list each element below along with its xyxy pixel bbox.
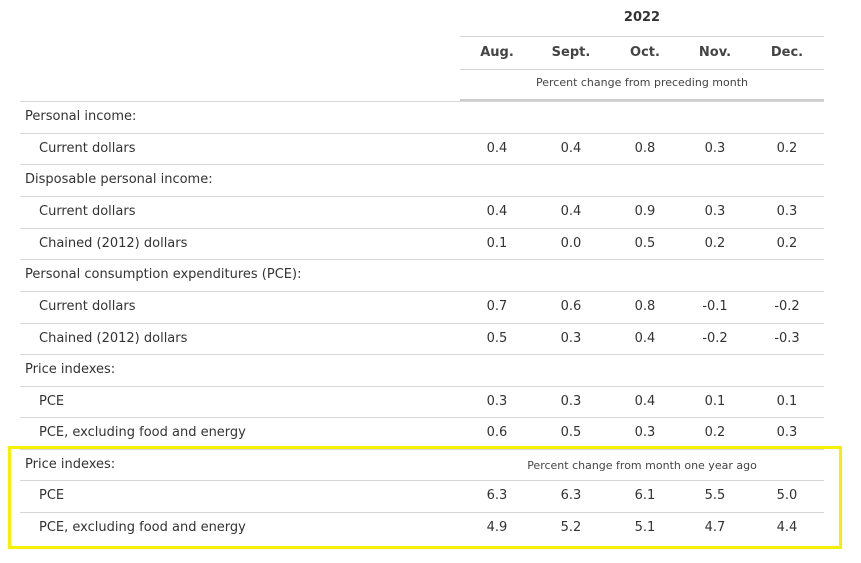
- table-cell: 0.2: [776, 236, 798, 251]
- section-row: Disposable personal income:: [20, 164, 824, 196]
- row-label: PCE: [39, 394, 65, 409]
- section-row: Price indexes: Percent change from month …: [20, 449, 824, 481]
- section-label: Price indexes:: [25, 457, 116, 472]
- table-cell: 5.5: [704, 488, 726, 503]
- table-cell: 0.4: [634, 394, 656, 409]
- table-cell: 0.1: [704, 394, 726, 409]
- month-header-row: Aug. Sept. Oct. Nov. Dec.: [460, 36, 824, 70]
- table-row: Current dollars 0.4 0.4 0.9 0.3 0.3: [20, 196, 824, 228]
- table-cell: 0.0: [560, 236, 582, 251]
- subheader-note: Percent change from preceding month: [536, 76, 748, 89]
- table-cell: 0.3: [776, 204, 798, 219]
- table-cell: 0.1: [486, 236, 508, 251]
- table-cell: -0.2: [702, 331, 728, 346]
- table-row: PCE, excluding food and energy 0.6 0.5 0.3 0…: [20, 417, 824, 449]
- table-cell: 5.0: [776, 488, 798, 503]
- table-cell: 0.6: [486, 425, 508, 440]
- month-header: Nov.: [698, 45, 732, 60]
- table-row: PCE, excluding food and energy 4.9 5.2 5.1 4…: [20, 512, 824, 544]
- table-cell: 0.5: [634, 236, 656, 251]
- table-cell: 6.3: [560, 488, 582, 503]
- table-cell: 0.2: [776, 141, 798, 156]
- month-header: Oct.: [630, 45, 660, 60]
- table-cell: 0.3: [560, 331, 582, 346]
- month-header: Sept.: [551, 45, 591, 60]
- table-cell: 0.4: [560, 141, 582, 156]
- table-cell: 0.2: [704, 236, 726, 251]
- table-cell: 0.4: [486, 141, 508, 156]
- table-cell: 0.3: [486, 394, 508, 409]
- row-label: Chained (2012) dollars: [39, 331, 188, 346]
- table-cell: -0.1: [702, 299, 728, 314]
- table-cell: 0.3: [704, 204, 726, 219]
- month-header: Aug.: [480, 45, 514, 60]
- section-row: Personal consumption expenditures (PCE):: [20, 259, 824, 291]
- table-cell: 4.4: [776, 520, 798, 535]
- table-row: Chained (2012) dollars 0.1 0.0 0.5 0.2 0.2: [20, 228, 824, 260]
- row-label: PCE, excluding food and energy: [39, 520, 246, 535]
- section-label: Personal income:: [25, 109, 137, 124]
- table-cell: 0.4: [486, 204, 508, 219]
- table-cell: 5.2: [560, 520, 582, 535]
- table-cell: 0.3: [560, 394, 582, 409]
- table-cell: 0.4: [634, 331, 656, 346]
- section-note: Percent change from month one year ago: [527, 459, 757, 472]
- row-label: Chained (2012) dollars: [39, 236, 188, 251]
- table-row: Current dollars 0.4 0.4 0.8 0.3 0.2: [20, 133, 824, 165]
- section-row: Price indexes:: [20, 354, 824, 386]
- table-row: Chained (2012) dollars 0.5 0.3 0.4 -0.2 -0.3: [20, 323, 824, 355]
- table-cell: 6.3: [486, 488, 508, 503]
- table-cell: -0.2: [774, 299, 800, 314]
- row-label: Current dollars: [39, 299, 136, 314]
- table-cell: 0.8: [634, 141, 656, 156]
- table-cell: 0.8: [634, 299, 656, 314]
- year-header: 2022: [623, 10, 661, 25]
- table-cell: 0.3: [704, 141, 726, 156]
- table-cell: 0.4: [560, 204, 582, 219]
- table-cell: 0.6: [560, 299, 582, 314]
- table-cell: -0.3: [774, 331, 800, 346]
- table-cell: 4.9: [486, 520, 508, 535]
- table-cell: 6.1: [634, 488, 656, 503]
- row-label: PCE: [39, 488, 65, 503]
- section-label: Disposable personal income:: [25, 172, 213, 187]
- row-label: PCE, excluding food and energy: [39, 425, 246, 440]
- table-cell: 0.3: [776, 425, 798, 440]
- highlight-box: [8, 446, 842, 549]
- section-label: Personal consumption expenditures (PCE):: [25, 267, 302, 282]
- header-divider: [460, 99, 824, 102]
- row-label: Current dollars: [39, 141, 136, 156]
- table-cell: 4.7: [704, 520, 726, 535]
- month-header: Dec.: [770, 45, 804, 60]
- section-row: Personal income:: [20, 101, 824, 133]
- section-label: Price indexes:: [25, 362, 116, 377]
- table-cell: 0.7: [486, 299, 508, 314]
- table-cell: 0.9: [634, 204, 656, 219]
- table-cell: 0.3: [634, 425, 656, 440]
- row-label: Current dollars: [39, 204, 136, 219]
- table-row: Current dollars 0.7 0.6 0.8 -0.1 -0.2: [20, 291, 824, 323]
- table-row: PCE 6.3 6.3 6.1 5.5 5.0: [20, 480, 824, 512]
- table-cell: 0.1: [776, 394, 798, 409]
- table-cell: 0.5: [486, 331, 508, 346]
- table-row: PCE 0.3 0.3 0.4 0.1 0.1: [20, 386, 824, 418]
- table-cell: 0.2: [704, 425, 726, 440]
- table-cell: 0.5: [560, 425, 582, 440]
- table-cell: 5.1: [634, 520, 656, 535]
